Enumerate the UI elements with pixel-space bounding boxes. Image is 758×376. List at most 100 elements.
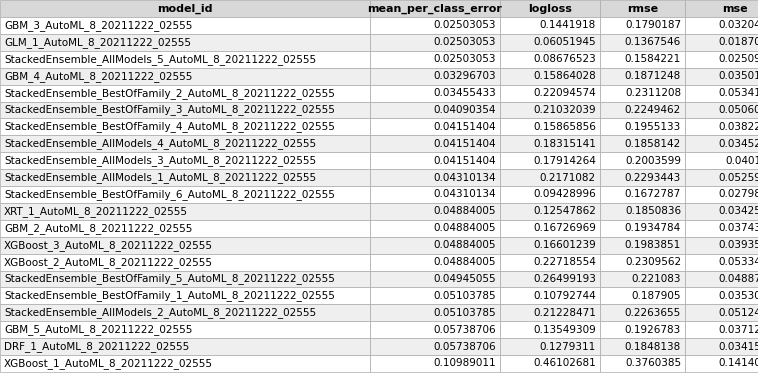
Text: 0.05738706: 0.05738706 bbox=[434, 324, 496, 335]
Bar bbox=[685, 355, 758, 372]
Text: 0.08676523: 0.08676523 bbox=[533, 54, 596, 64]
Bar bbox=[0, 152, 370, 169]
Bar bbox=[500, 203, 600, 220]
Bar bbox=[0, 304, 370, 321]
Text: StackedEnsemble_AllModels_5_AutoML_8_20211222_02555: StackedEnsemble_AllModels_5_AutoML_8_202… bbox=[4, 54, 316, 65]
Text: 0.03455433: 0.03455433 bbox=[434, 88, 496, 98]
Bar bbox=[600, 17, 685, 34]
Text: 0.04884005: 0.04884005 bbox=[434, 240, 496, 250]
Bar bbox=[0, 135, 370, 152]
Bar bbox=[0, 85, 370, 102]
Text: StackedEnsemble_AllModels_4_AutoML_8_20211222_02555: StackedEnsemble_AllModels_4_AutoML_8_202… bbox=[4, 138, 316, 149]
Text: XGBoost_1_AutoML_8_20211222_02555: XGBoost_1_AutoML_8_20211222_02555 bbox=[4, 358, 213, 369]
Bar bbox=[370, 186, 500, 203]
Text: 0.1441918: 0.1441918 bbox=[540, 20, 596, 30]
Bar bbox=[370, 169, 500, 186]
Text: 0.03501568: 0.03501568 bbox=[719, 71, 758, 81]
Bar bbox=[0, 203, 370, 220]
Bar bbox=[500, 186, 600, 203]
Text: 0.1850836: 0.1850836 bbox=[625, 206, 681, 216]
Text: 0.04310134: 0.04310134 bbox=[434, 190, 496, 199]
Text: 0.03743388: 0.03743388 bbox=[719, 223, 758, 233]
Bar bbox=[685, 51, 758, 68]
Text: 0.2171082: 0.2171082 bbox=[540, 173, 596, 183]
Text: 0.10989011: 0.10989011 bbox=[434, 358, 496, 368]
Text: GLM_1_AutoML_8_20211222_02555: GLM_1_AutoML_8_20211222_02555 bbox=[4, 37, 191, 48]
Bar bbox=[600, 253, 685, 270]
Bar bbox=[600, 135, 685, 152]
Bar bbox=[685, 186, 758, 203]
Bar bbox=[600, 51, 685, 68]
Bar bbox=[0, 237, 370, 253]
Text: 0.03935665: 0.03935665 bbox=[719, 240, 758, 250]
Bar bbox=[685, 0, 758, 17]
Bar bbox=[0, 321, 370, 338]
Text: 0.05103785: 0.05103785 bbox=[434, 291, 496, 301]
Bar bbox=[0, 0, 370, 17]
Bar bbox=[500, 102, 600, 118]
Text: 0.05103785: 0.05103785 bbox=[434, 308, 496, 318]
Text: 0.05341682: 0.05341682 bbox=[719, 88, 758, 98]
Text: 0.16726969: 0.16726969 bbox=[533, 223, 596, 233]
Bar bbox=[600, 102, 685, 118]
Bar bbox=[600, 85, 685, 102]
Bar bbox=[600, 220, 685, 237]
Text: 0.05124134: 0.05124134 bbox=[719, 308, 758, 318]
Bar bbox=[370, 270, 500, 287]
Text: 0.15865856: 0.15865856 bbox=[533, 122, 596, 132]
Bar bbox=[0, 68, 370, 85]
Bar bbox=[0, 270, 370, 287]
Bar bbox=[370, 118, 500, 135]
Bar bbox=[600, 186, 685, 203]
Bar bbox=[0, 287, 370, 304]
Text: 0.2293443: 0.2293443 bbox=[625, 173, 681, 183]
Text: StackedEnsemble_BestOfFamily_3_AutoML_8_20211222_02555: StackedEnsemble_BestOfFamily_3_AutoML_8_… bbox=[4, 105, 335, 115]
Text: 0.16601239: 0.16601239 bbox=[533, 240, 596, 250]
Text: 0.02503053: 0.02503053 bbox=[434, 20, 496, 30]
Text: 0.1955133: 0.1955133 bbox=[625, 122, 681, 132]
Bar bbox=[500, 321, 600, 338]
Text: 0.09428996: 0.09428996 bbox=[533, 190, 596, 199]
Text: 0.2263655: 0.2263655 bbox=[625, 308, 681, 318]
Text: 0.22094574: 0.22094574 bbox=[533, 88, 596, 98]
Text: 0.10792744: 0.10792744 bbox=[533, 291, 596, 301]
Bar bbox=[500, 51, 600, 68]
Bar bbox=[500, 287, 600, 304]
Text: GBM_4_AutoML_8_20211222_02555: GBM_4_AutoML_8_20211222_02555 bbox=[4, 71, 193, 82]
Bar bbox=[685, 203, 758, 220]
Text: StackedEnsemble_BestOfFamily_5_AutoML_8_20211222_02555: StackedEnsemble_BestOfFamily_5_AutoML_8_… bbox=[4, 273, 335, 284]
Text: 0.21032039: 0.21032039 bbox=[534, 105, 596, 115]
Text: StackedEnsemble_BestOfFamily_2_AutoML_8_20211222_02555: StackedEnsemble_BestOfFamily_2_AutoML_8_… bbox=[4, 88, 335, 99]
Bar bbox=[500, 169, 600, 186]
Bar bbox=[500, 0, 600, 17]
Bar bbox=[370, 102, 500, 118]
Bar bbox=[685, 34, 758, 51]
Text: 0.17914264: 0.17914264 bbox=[533, 156, 596, 166]
Bar bbox=[600, 0, 685, 17]
Bar bbox=[370, 287, 500, 304]
Text: model_id: model_id bbox=[157, 3, 213, 14]
Bar bbox=[370, 68, 500, 85]
Bar bbox=[0, 220, 370, 237]
Bar bbox=[500, 270, 600, 287]
Bar bbox=[0, 169, 370, 186]
Bar bbox=[685, 287, 758, 304]
Text: 0.1983851: 0.1983851 bbox=[625, 240, 681, 250]
Text: 0.2249462: 0.2249462 bbox=[625, 105, 681, 115]
Text: 0.05738706: 0.05738706 bbox=[434, 341, 496, 352]
Bar bbox=[500, 17, 600, 34]
Text: StackedEnsemble_AllModels_1_AutoML_8_20211222_02555: StackedEnsemble_AllModels_1_AutoML_8_202… bbox=[4, 172, 316, 183]
Bar bbox=[600, 118, 685, 135]
Text: 0.1934784: 0.1934784 bbox=[625, 223, 681, 233]
Text: 0.03822546: 0.03822546 bbox=[719, 122, 758, 132]
Text: 0.02503053: 0.02503053 bbox=[434, 54, 496, 64]
Text: 0.1858142: 0.1858142 bbox=[625, 139, 681, 149]
Bar bbox=[685, 270, 758, 287]
Bar bbox=[0, 186, 370, 203]
Bar bbox=[600, 304, 685, 321]
Bar bbox=[600, 169, 685, 186]
Text: 0.1672787: 0.1672787 bbox=[625, 190, 681, 199]
Text: 0.21228471: 0.21228471 bbox=[533, 308, 596, 318]
Text: 0.03452691: 0.03452691 bbox=[719, 139, 758, 149]
Text: 0.1279311: 0.1279311 bbox=[540, 341, 596, 352]
